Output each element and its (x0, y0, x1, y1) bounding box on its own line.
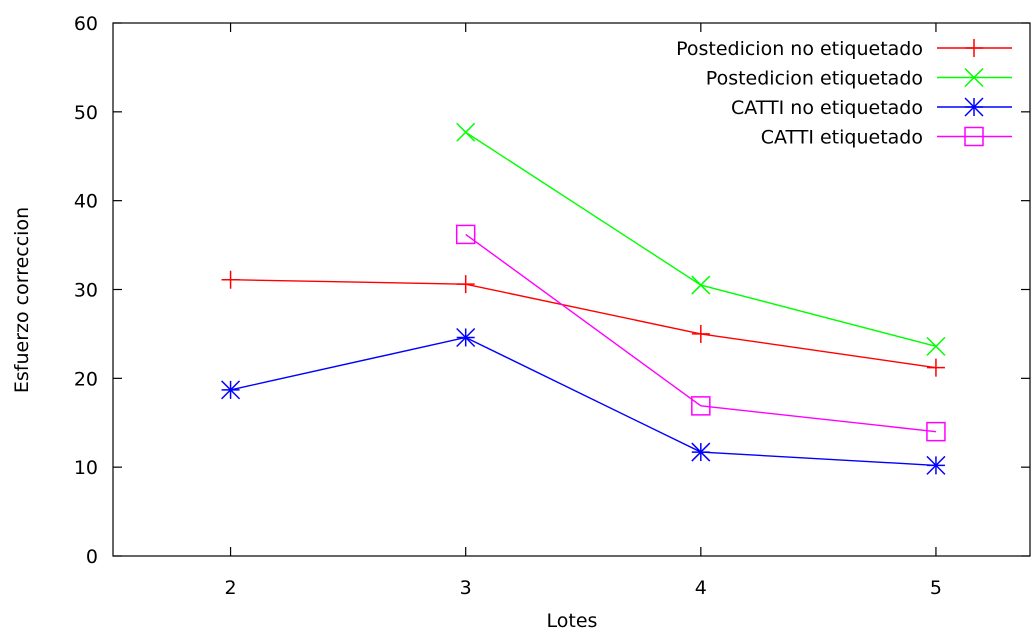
legend-marker (965, 39, 983, 57)
y-tick-label: 60 (74, 13, 98, 35)
data-point-marker (221, 270, 240, 289)
legend: Postedicion no etiquetado Postedicion eti… (676, 38, 1012, 149)
data-point-marker (926, 358, 945, 377)
data-point-marker (455, 224, 476, 245)
y-tick-label: 30 (74, 280, 98, 302)
x-tick-label: 2 (225, 577, 237, 599)
data-point-marker (926, 421, 946, 442)
series-1 (221, 270, 945, 377)
series-line (230, 336, 936, 467)
data-point-marker (691, 324, 710, 343)
y-tick-label: 50 (74, 102, 98, 124)
y-tick-label: 20 (74, 368, 98, 390)
data-point-marker (221, 380, 241, 400)
legend-marker (964, 97, 984, 117)
x-tick-label: 3 (460, 577, 472, 599)
axis-ticks: 0 10 20 30 40 50 60 2 3 4 5 (74, 13, 1030, 599)
series-line (465, 131, 937, 348)
legend-label: CATTI etiquetado (761, 127, 923, 149)
data-point-marker (456, 275, 475, 294)
legend-marker (964, 67, 984, 88)
legend-label: Postedicion etiquetado (706, 68, 923, 90)
data-point-marker (456, 327, 476, 348)
data-point-marker (691, 396, 711, 416)
data-point-marker (926, 336, 946, 356)
series-3 (221, 327, 946, 475)
data-series (221, 122, 946, 475)
data-point-marker (691, 275, 711, 295)
legend-label: CATTI no etiquetado (731, 97, 923, 119)
x-tick-label: 5 (930, 577, 942, 599)
series-4 (455, 224, 946, 442)
y-tick-label: 0 (86, 546, 98, 568)
data-point-marker (926, 455, 946, 475)
series-2 (456, 122, 946, 356)
data-point-marker (691, 442, 711, 462)
legend-marker (964, 126, 984, 147)
y-tick-label: 10 (74, 457, 98, 479)
legend-label: Postedicion no etiquetado (676, 38, 923, 60)
y-tick-label: 40 (74, 191, 98, 213)
data-point-marker (456, 122, 476, 142)
x-tick-label: 4 (695, 577, 707, 599)
y-axis-title: Esfuerzo correccion (11, 207, 33, 393)
series-line (465, 233, 937, 433)
x-axis-title: Lotes (547, 610, 598, 632)
series-line (230, 279, 937, 369)
